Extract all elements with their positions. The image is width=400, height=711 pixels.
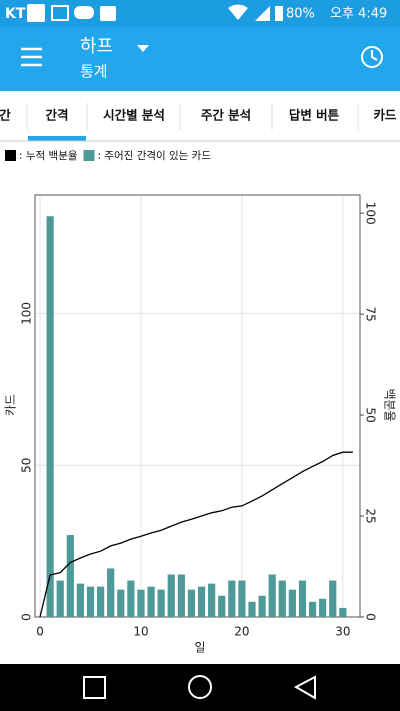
nav-bar [0, 664, 400, 711]
bar [268, 574, 276, 617]
bar [167, 574, 175, 617]
bar [76, 583, 85, 617]
tab[interactable]: 카드 [373, 108, 397, 123]
home-button[interactable] [188, 675, 212, 699]
status-icon [27, 4, 45, 22]
signal-icon [255, 6, 270, 21]
legend-swatch [5, 150, 16, 161]
bar [248, 601, 256, 617]
y-tick-label: 50 [20, 458, 34, 473]
x-tick-label: 30 [335, 625, 350, 639]
bar [228, 580, 236, 617]
bar [117, 589, 125, 617]
subtitle: 통계 [80, 63, 108, 81]
back-button[interactable] [293, 675, 316, 700]
bar [258, 595, 266, 617]
x-axis-label: 일 [194, 641, 205, 655]
bar [197, 586, 206, 617]
tab[interactable]: 간격 [45, 108, 68, 123]
y2-tick-label: 50 [364, 407, 378, 422]
status-bar [0, 0, 400, 27]
bar [218, 595, 226, 617]
bar [329, 580, 337, 617]
y2-tick-label: 100 [364, 202, 378, 225]
bar [86, 586, 95, 617]
tab[interactable]: 주간 분석 [201, 108, 251, 123]
history-button[interactable] [361, 46, 383, 68]
bar [298, 580, 307, 617]
status-icon [51, 5, 69, 21]
legend-label: : 주어진 간격이 있는 카드 [98, 149, 212, 162]
deck-title[interactable]: 하프 [80, 36, 113, 57]
y-tick-label: 0 [20, 613, 34, 621]
status-icon [100, 6, 116, 21]
bar [66, 535, 74, 617]
bar [339, 607, 347, 617]
bar [97, 586, 105, 617]
bar [319, 598, 327, 617]
bar [238, 580, 246, 617]
status-icon [74, 6, 94, 19]
y2-tick-label: 25 [364, 508, 378, 523]
tab[interactable]: 시간별 분석 [103, 108, 165, 123]
wifi-icon [228, 4, 248, 20]
battery-icon [275, 6, 283, 21]
x-tick-label: 10 [133, 625, 148, 639]
time: 오후 4:49 [330, 7, 387, 22]
bar [107, 568, 115, 617]
tab-bar [0, 91, 400, 141]
plot-frame [34, 194, 361, 618]
y2-axis-label: 백분율 [383, 388, 397, 421]
bar [278, 580, 286, 617]
dropdown-arrow[interactable] [137, 45, 149, 52]
y-axis-label: 카드 [4, 394, 18, 416]
app-bar [0, 27, 400, 91]
y2-tick-label: 0 [364, 613, 378, 621]
bar [187, 589, 196, 617]
cumulative-line [39, 451, 353, 618]
legend-label: : 누적 백분율 [19, 150, 78, 162]
tab-indicator [28, 136, 86, 141]
y2-tick-label: 75 [364, 306, 378, 321]
recents-button[interactable] [83, 676, 106, 699]
bar [288, 589, 296, 617]
x-tick-label: 0 [36, 625, 44, 639]
bar [177, 574, 185, 617]
carrier: KT [5, 6, 26, 22]
bar [56, 580, 64, 617]
bar [127, 580, 135, 617]
bar [137, 589, 145, 617]
bar [147, 586, 155, 617]
legend-swatch [83, 150, 95, 161]
bar [157, 589, 165, 617]
y-tick-label: 100 [20, 302, 34, 325]
battery: 80% [286, 7, 315, 22]
bar [308, 601, 317, 617]
x-tick-label: 20 [234, 625, 249, 639]
menu-button[interactable] [21, 47, 42, 67]
bar [208, 583, 216, 617]
bar [46, 216, 54, 617]
tab[interactable]: 답변 버튼 [289, 108, 340, 123]
tab[interactable]: 간 [0, 108, 11, 123]
